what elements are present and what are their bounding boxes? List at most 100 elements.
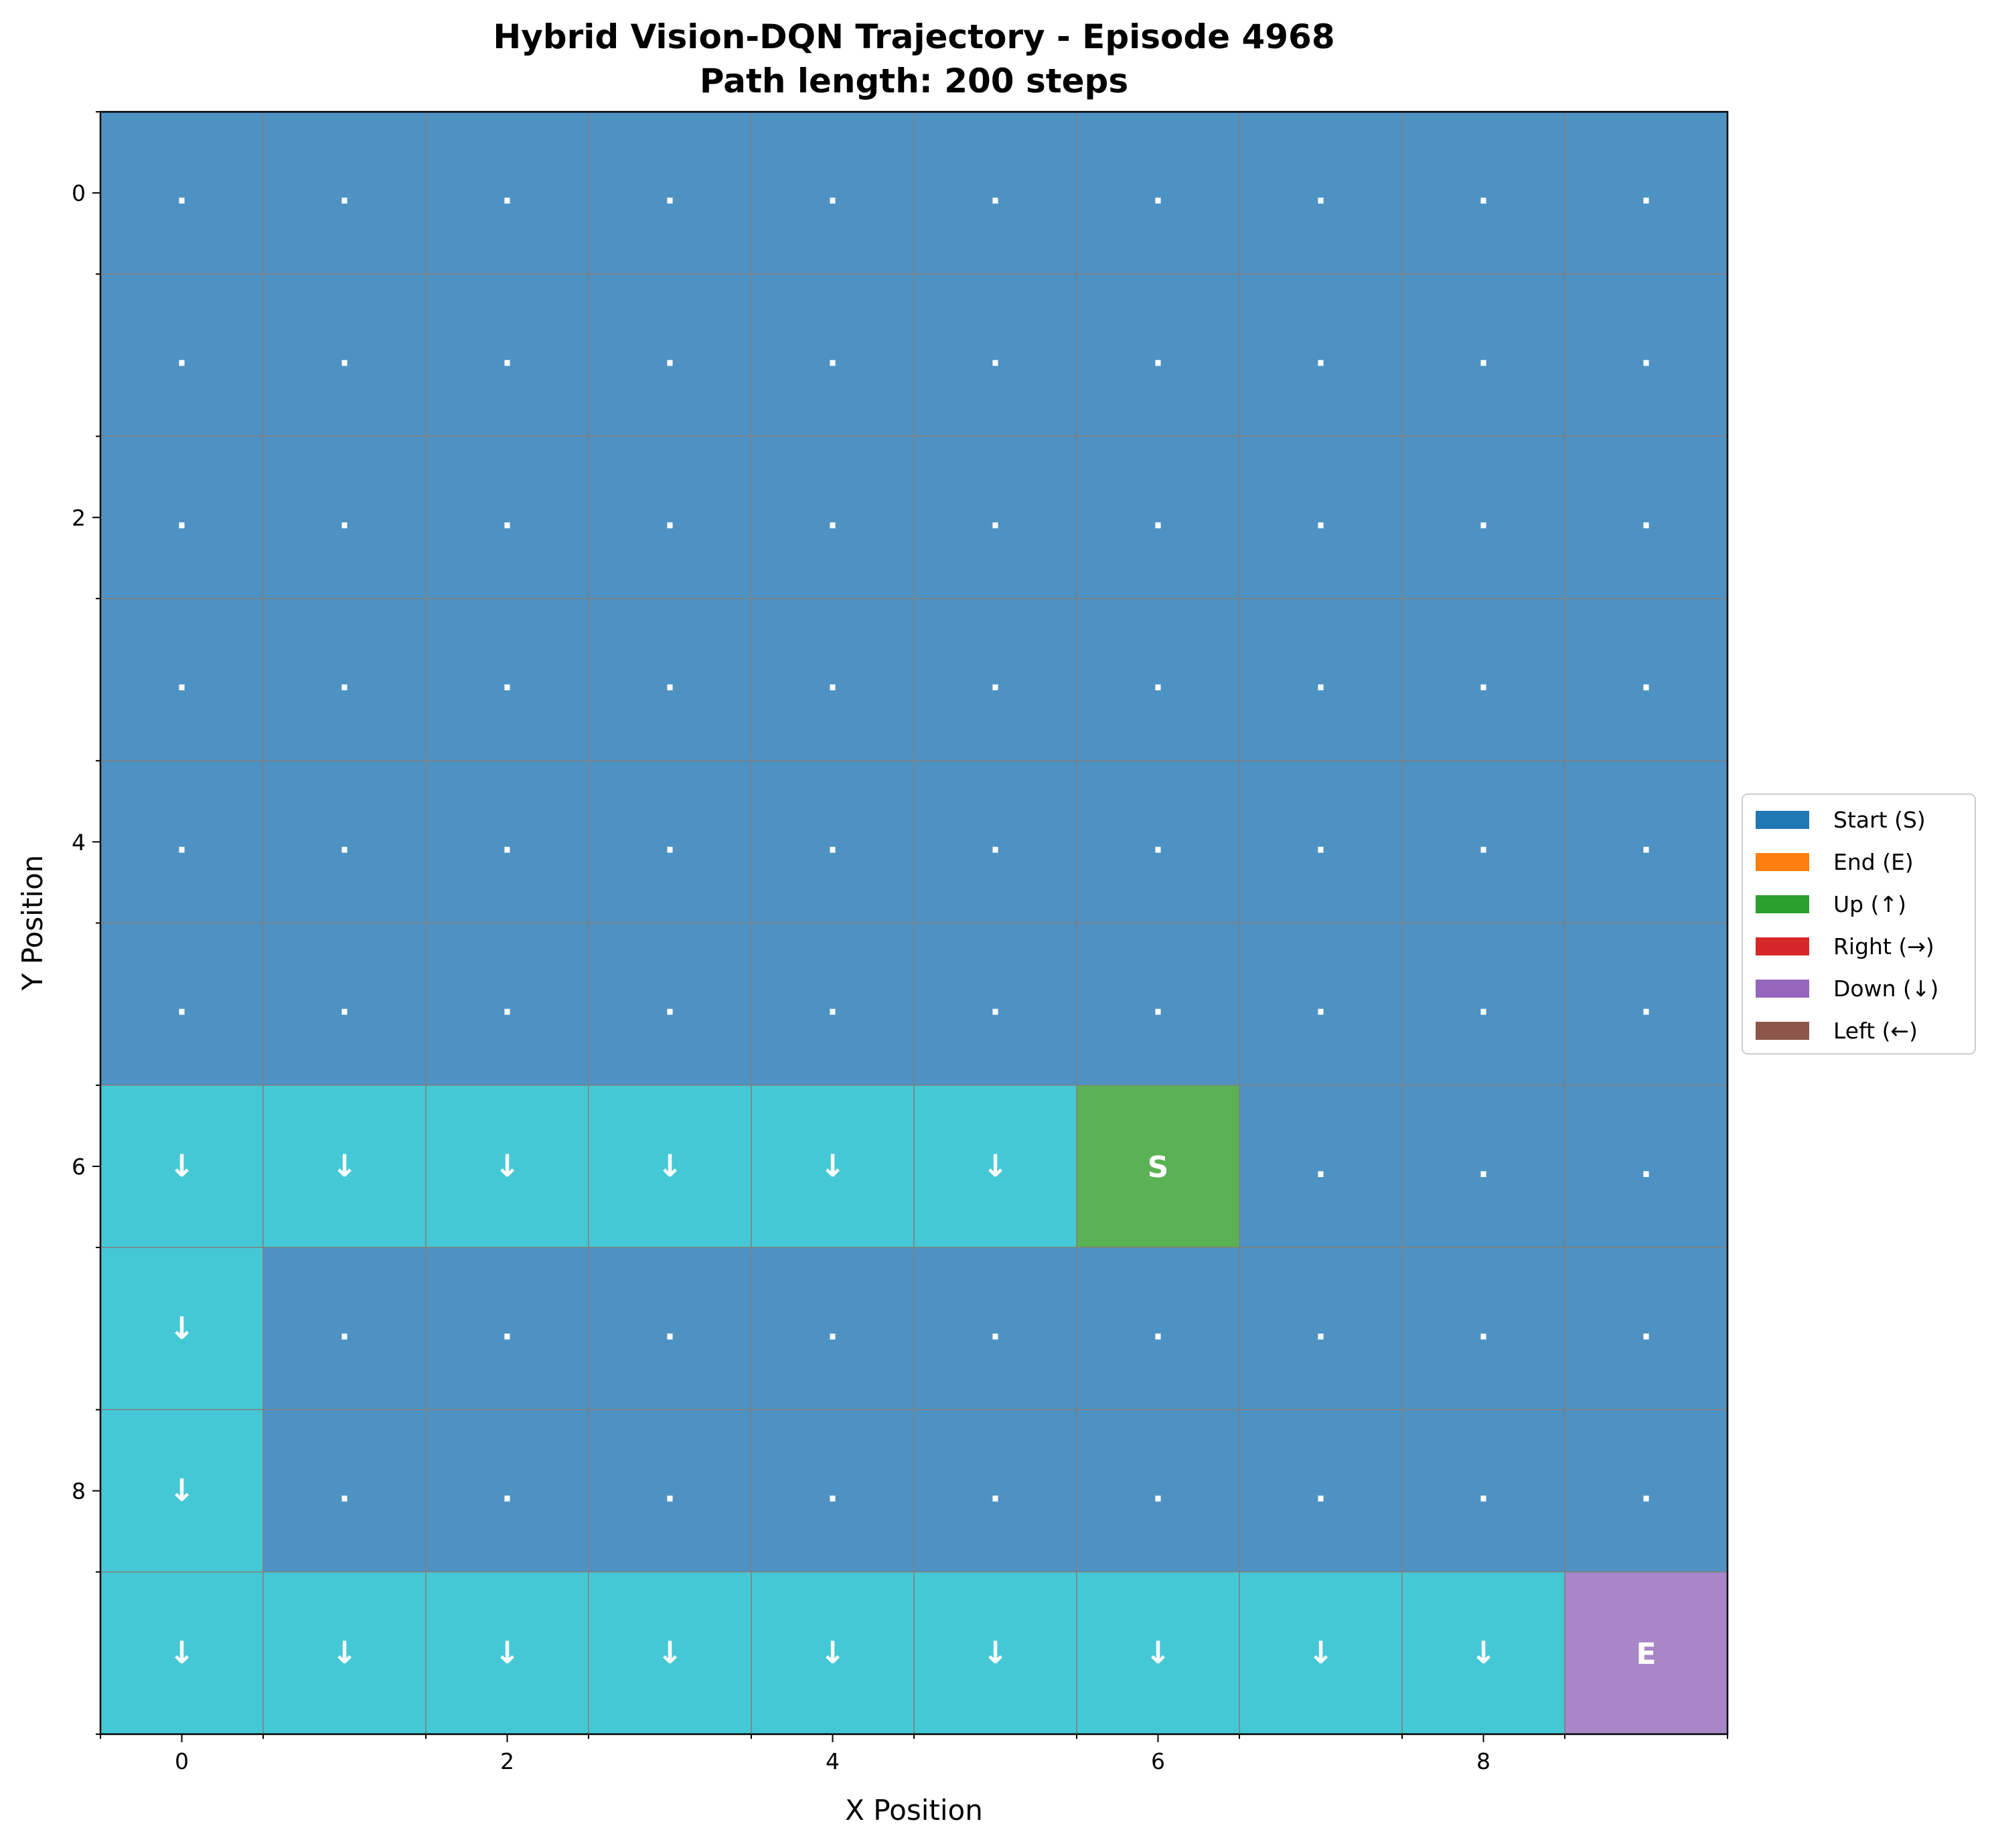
cell-path [100,1085,264,1248]
legend: Start (S) End (E) Up (↑) Right (→) Down (↓) L… [1742,793,1976,1055]
cell-empty [1401,760,1565,924]
chart-subtitle: Path length: 200 steps [700,62,1128,100]
cell-symbol-empty: . [339,1310,350,1346]
cell-empty [913,111,1077,275]
cell-symbol-empty: . [176,175,187,211]
cell-empty [1401,1247,1565,1411]
cell-empty [1239,598,1403,761]
cell-symbol-path: ↓ [331,1148,358,1184]
legend-label: Left (←) [1833,1018,1918,1044]
cell-empty [425,1247,589,1411]
cell-empty [1076,922,1240,1086]
y-tick-label: 2 [72,505,86,531]
cell-symbol-empty: . [1640,662,1652,698]
x-tick-label: 0 [175,1748,189,1774]
cell-symbol-empty: . [990,499,1001,536]
legend-swatch [1756,811,1809,829]
cell-empty [100,598,264,761]
cell-empty [588,273,752,437]
cell-symbol-empty: . [176,337,187,373]
cell-symbol-empty: . [1478,1310,1489,1346]
cell-empty [262,273,427,437]
cell-symbol-empty: . [176,499,187,536]
cell-path [588,1085,752,1248]
grid-cells [100,111,1728,1735]
cell-symbol-empty: . [827,824,838,860]
cell-symbol-start: S [1148,1150,1169,1184]
cell-empty [913,922,1077,1086]
cell-symbol-empty: . [176,824,187,860]
cell-symbol-empty: . [1152,824,1164,860]
cell-empty [425,922,589,1086]
cell-symbol-path: ↓ [820,1634,846,1671]
cell-path [100,1247,264,1411]
cell-empty [588,1247,752,1411]
cell-symbol-empty: . [1152,337,1164,373]
cell-symbol-empty: . [1315,175,1326,211]
cell-symbol-empty: . [339,986,350,1022]
cell-symbol-empty: . [339,337,350,373]
cell-symbol-empty: . [1478,1148,1489,1184]
y-tick-label: 6 [72,1154,86,1180]
cell-empty [1239,273,1403,437]
cell-symbol-empty: . [827,1310,838,1346]
cell-symbol-path: ↓ [982,1634,1008,1671]
cell-symbol-path: ↓ [331,1634,358,1671]
cell-empty [1076,598,1240,761]
cell-empty [913,760,1077,924]
legend-swatch [1756,980,1809,998]
cell-symbol-empty: . [1315,1148,1326,1184]
cell-symbol-empty: . [1478,175,1489,211]
cell-symbol-empty: . [664,175,676,211]
y-tick-label: 4 [72,829,86,855]
legend-label: Right (→) [1833,933,1934,959]
cell-empty [1076,1247,1240,1411]
cell-empty [1239,111,1403,275]
cell-empty [1564,598,1728,761]
cell-empty [1076,1409,1240,1573]
cell-symbol-path: ↓ [657,1148,683,1184]
cell-empty [588,760,752,924]
cell-symbol-empty: . [502,175,513,211]
cell-path [1401,1571,1565,1735]
cell-empty [588,1409,752,1573]
cell-empty [425,435,589,599]
cell-path [262,1571,427,1735]
cell-symbol-empty: . [827,1473,838,1509]
cell-symbol-empty: . [664,1310,676,1346]
cell-empty [1239,760,1403,924]
cell-symbol-empty: . [502,499,513,536]
cell-empty [1564,111,1728,275]
cell-symbol-empty: . [990,662,1001,698]
cell-symbol-empty: . [1640,1310,1652,1346]
x-tick-label: 6 [1151,1748,1165,1774]
cell-symbol-empty: . [1640,175,1652,211]
cell-empty [1076,111,1240,275]
cell-empty [1564,1085,1728,1248]
cell-symbol-empty: . [990,337,1001,373]
cell-symbol-path: ↓ [1145,1634,1171,1671]
cell-empty [1239,435,1403,599]
cell-empty [262,435,427,599]
y-axis-label: Y Position [16,855,49,992]
cell-symbol-empty: . [1152,986,1164,1022]
cell-path [588,1571,752,1735]
cell-symbol-empty: . [827,499,838,536]
x-tick-label: 2 [500,1748,514,1774]
cell-symbol-empty: . [827,986,838,1022]
cell-symbol-empty: . [1478,986,1489,1022]
legend-swatch [1756,853,1809,871]
cell-empty [751,435,915,599]
cell-symbol-empty: . [176,986,187,1022]
cell-empty [1401,922,1565,1086]
cell-symbol-empty: . [502,1310,513,1346]
cell-symbol-empty: . [664,986,676,1022]
cell-empty [588,598,752,761]
cell-symbol-end: E [1636,1637,1656,1671]
legend-label: End (E) [1833,849,1914,875]
cell-symbol-empty: . [176,662,187,698]
cell-symbol-empty: . [339,824,350,860]
axis-ticks: 0 2 4 6 8 0 2 4 6 8 [72,111,1728,1774]
cell-end [1564,1571,1728,1735]
